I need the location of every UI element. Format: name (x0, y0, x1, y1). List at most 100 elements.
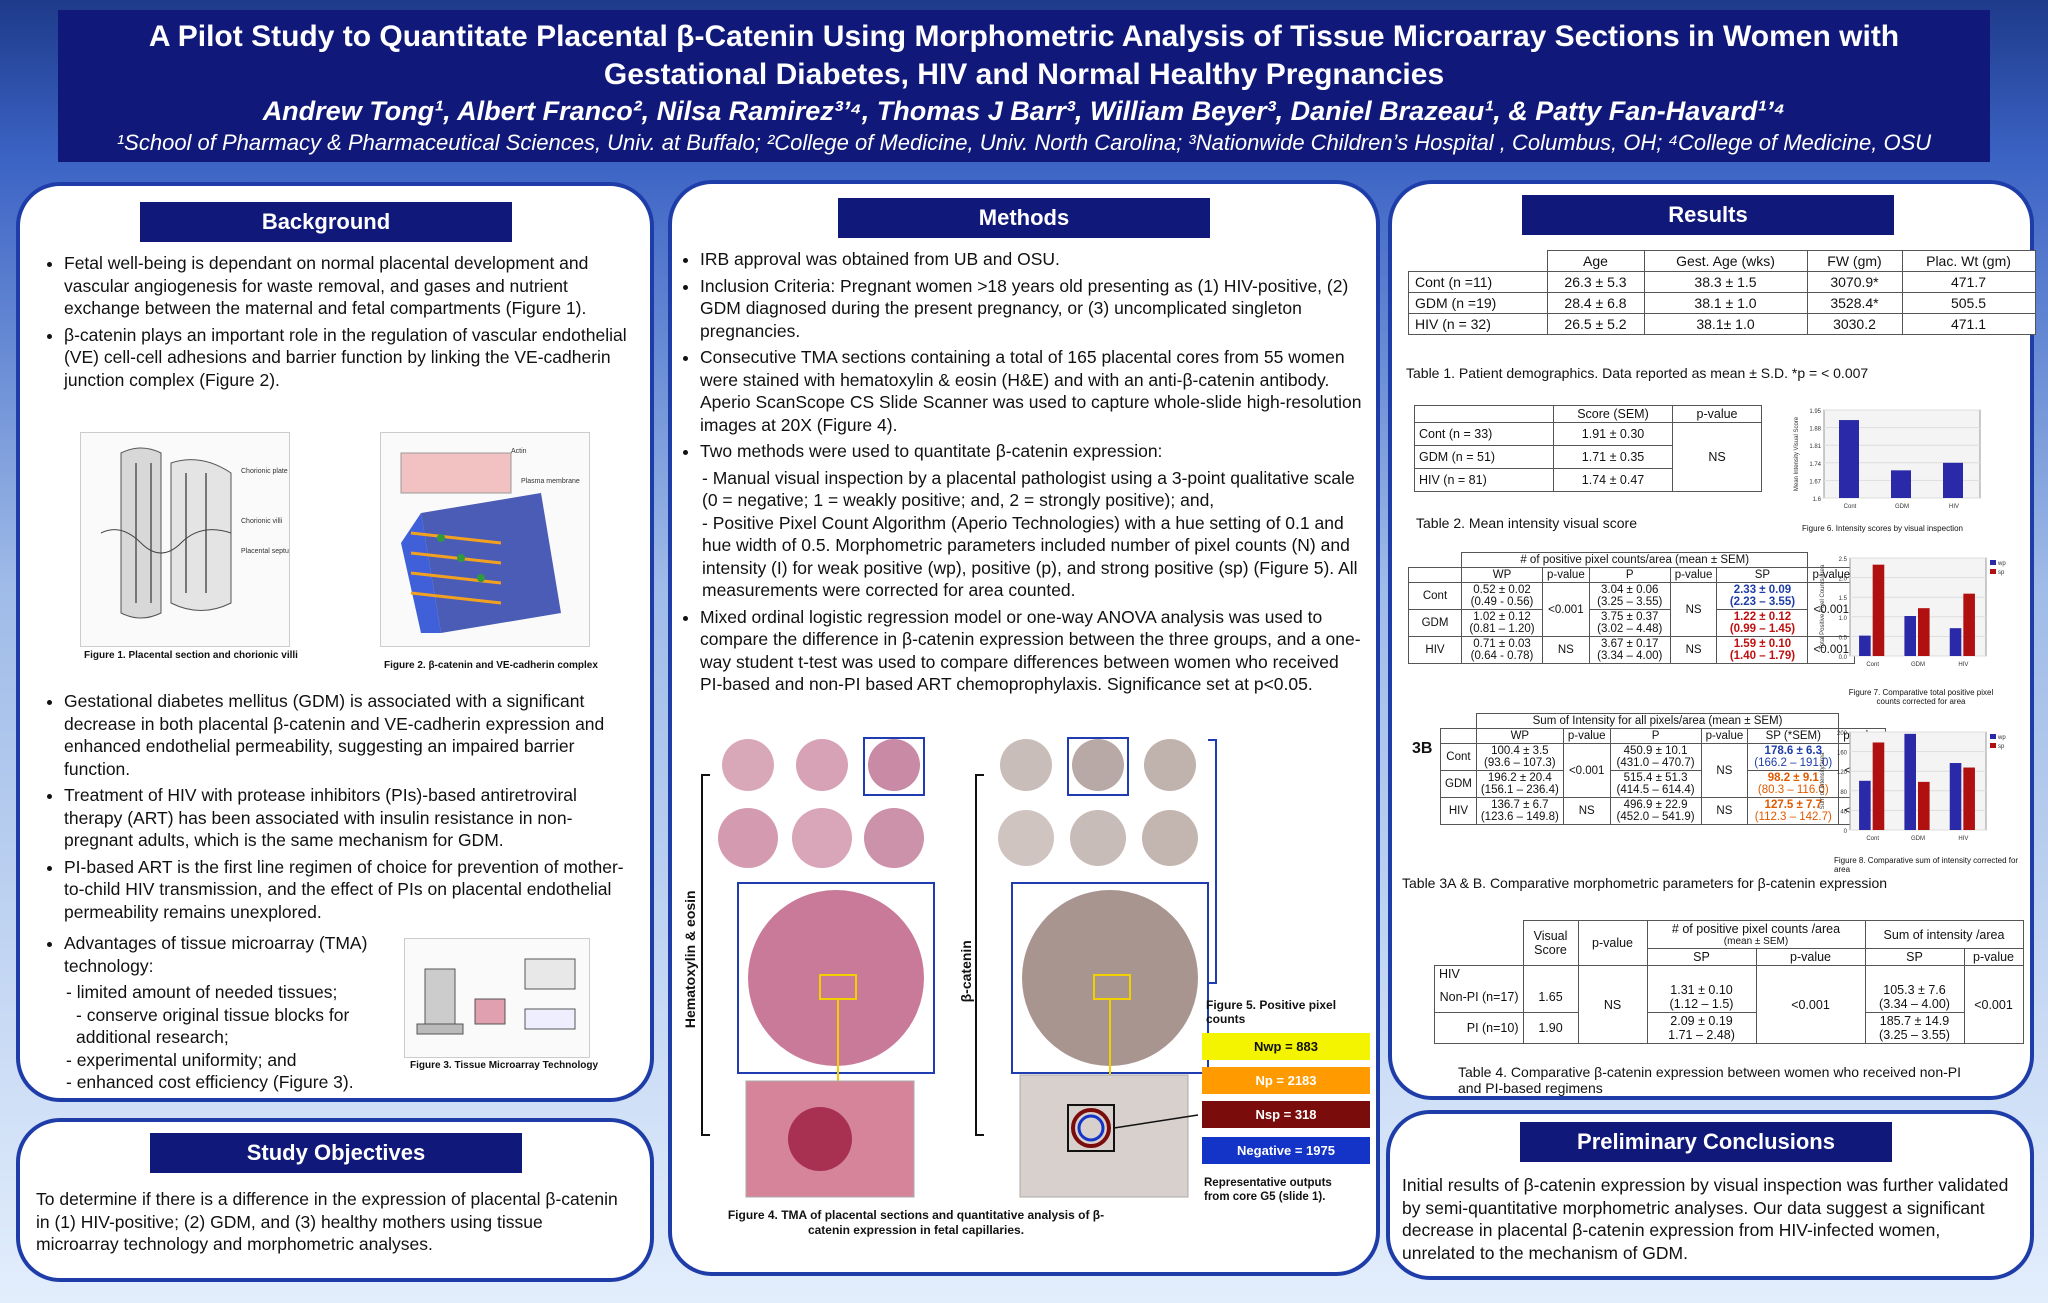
t3a-ci: (3.25 – 3.55) (1597, 596, 1663, 608)
table1-cell: HIV (n = 32) (1408, 313, 1548, 335)
y-tick-label: 0.5 (1839, 635, 1848, 641)
t3a-row-label: Cont (1408, 582, 1462, 610)
representative-output-note: Representative outputs from core G5 (sli… (1204, 1177, 1332, 1203)
x-tick-label: Cont (1866, 836, 1879, 842)
svg-text:Placental septum: Placental septum (241, 548, 290, 555)
x-tick-label: GDM (1911, 662, 1925, 668)
table1-corner (1409, 251, 1548, 272)
t3b-cell: 100.4 ± 3.5 (93.6 – 107.3) (1475, 743, 1564, 771)
y-tick-label: 1.88 (1809, 427, 1821, 433)
t3b-row-label: HIV (1440, 797, 1477, 825)
t3a-value: 0.52 ± 0.02 (1473, 584, 1531, 596)
legend-label-wp: wp (1997, 561, 2006, 567)
t4-sum: 185.7 ± 14.9 (3.25 – 3.55) (1864, 1012, 1965, 1044)
y-tick-label: 1.6 (1813, 497, 1822, 503)
bar-hiv-sp (1963, 767, 1975, 830)
bar-cont (1839, 420, 1859, 498)
figure1-placenta-illustration: Chorionic plate Chorionic villi Placenta… (80, 432, 290, 647)
tma-item: - enhanced cost efficiency (Figure 3). (66, 1072, 354, 1092)
t3b-cell: 178.6 ± 6.3 (166.2 – 191.0) (1747, 743, 1840, 771)
y-tick-label: 2.0 (1839, 577, 1848, 583)
table1-header: FW (gm) (1806, 250, 1903, 272)
t3b-ci: (80.3 – 116.0) (1757, 784, 1829, 796)
poster-title-line1: A Pilot Study to Quantitate Placental β-… (148, 20, 1900, 53)
y-axis-label: Mean Intensity Visual Score (1794, 416, 1800, 491)
t4-sp-ci: (1.12 – 1.5) (1669, 997, 1734, 1011)
t3b-value: 196.2 ± 20.4 (1487, 772, 1552, 784)
table1-cell: 3070.9* (1806, 271, 1903, 293)
table2-caption: Table 2. Mean intensity visual score (1416, 515, 1637, 531)
t3b-ci: (452.0 – 541.9) (1616, 811, 1695, 823)
t4-sp: 2.09 ± 0.19 1.71 – 2.48) (1646, 1012, 1757, 1044)
figure3-tma-illustration (404, 938, 590, 1058)
legend-swatch-sp (1990, 569, 1996, 574)
t4-sp-value: 2.09 ± 0.19 (1670, 1014, 1733, 1028)
pixel-count-nwp: Nwp = 883 (1202, 1033, 1370, 1060)
figure6-caption: Figure 6. Intensity scores by visual ins… (1802, 524, 1963, 533)
t3b-ci: (123.6 – 149.8) (1480, 811, 1559, 823)
table1-cell: 3030.2 (1806, 313, 1903, 335)
x-tick-label: Cont (1866, 662, 1879, 668)
y-tick-label: 1.74 (1809, 462, 1821, 468)
t3a-row-label: HIV (1408, 636, 1462, 664)
y-tick-label: 2.5 (1839, 557, 1848, 563)
t3a-cell: 2.33 ± 0.09 (2.23 – 3.55) (1716, 582, 1809, 610)
legend-swatch-sp (1990, 743, 1996, 748)
t4-sp-value: 1.31 ± 0.10 (1670, 983, 1733, 997)
t3a-cell: 1.02 ± 0.12 (0.81 – 1.20) (1461, 609, 1543, 637)
bar-gdm (1891, 470, 1911, 498)
t3a-cell: 3.75 ± 0.37 (3.02 – 4.48) (1588, 609, 1671, 637)
t4-h-sp: SP (1646, 948, 1757, 966)
background-bullets-top: Fetal well-being is dependant on normal … (48, 252, 628, 395)
y-tick-label: 1.95 (1809, 409, 1821, 415)
tma-drawing (416, 958, 576, 1035)
t3a-header: WP (1461, 567, 1543, 583)
methods-sub-1: - Manual visual inspection by a placenta… (702, 467, 1355, 511)
svg-text:Actin: Actin (511, 448, 527, 455)
bcat-tma-cores (975, 737, 1217, 1198)
pixel-count-np: Np = 2183 (1202, 1067, 1370, 1094)
t4-sum: 105.3 ± 7.6 (3.34 – 4.00) (1864, 982, 1965, 1013)
t4-sp: 1.31 ± 0.10 (1.12 – 1.5) (1646, 982, 1757, 1013)
y-tick-label: 1.5 (1839, 596, 1848, 602)
t3a-group-header: # of positive pixel counts/area (mean ± … (1460, 552, 1809, 568)
t3a-cell: 0.71 ± 0.03 (0.64 - 0.78) (1461, 636, 1543, 664)
poster-header: A Pilot Study to Quantitate Placental β-… (58, 10, 1990, 162)
t3b-p: <0.001 (1562, 743, 1611, 798)
bar-gdm-sp (1918, 781, 1930, 830)
t3b-cell: 496.9 ± 22.9 (452.0 – 541.9) (1609, 797, 1702, 825)
t3b-ci: (93.6 – 107.3) (1484, 757, 1556, 769)
bar-cont-sp (1872, 742, 1885, 830)
table1-cell: GDM (n =19) (1408, 292, 1548, 314)
table1-demographics: Age Gest. Age (wks) FW (gm) Plac. Wt (gm… (1408, 250, 2036, 335)
t3b-value: 515.4 ± 51.3 (1623, 772, 1688, 784)
placenta-drawing: Chorionic plate Chorionic villi Placenta… (100, 447, 290, 619)
table2-cell: 1.71 ± 0.35 (1553, 445, 1673, 469)
figure2-catenin-complex: Actin Plasma membrane (380, 432, 590, 647)
background-bullet-5: PI-based ART is the first line regimen o… (64, 856, 628, 924)
y-tick-label: 160 (1837, 751, 1848, 757)
t3a-p: NS (1669, 636, 1718, 664)
t3a-cell: 1.22 ± 0.12 (0.99 – 1.45) (1716, 609, 1809, 637)
table1-caption: Table 1. Patient demographics. Data repo… (1406, 365, 1869, 381)
t3a-ci: (0.81 – 1.20) (1469, 623, 1535, 635)
table1-cell: 471.1 (1901, 313, 2036, 335)
table2-cell: 1.74 ± 0.47 (1553, 468, 1673, 492)
t3a-ci: (3.34 – 4.00) (1597, 650, 1663, 662)
results-title: Results (1522, 195, 1894, 235)
table4-caption: Table 4. Comparative β-catenin expressio… (1458, 1064, 1961, 1096)
t4-row-label: PI (n=10) (1434, 1012, 1524, 1044)
t4-h-counts: # of positive pixel counts /area (mean ± … (1646, 920, 1866, 949)
methods-bullet-5: Mixed ordinal logistic regression model … (700, 606, 1364, 696)
t3a-row-label: GDM (1408, 609, 1462, 637)
y-tick-label: 120 (1837, 770, 1848, 776)
table2-corner (1414, 405, 1554, 423)
table1-cell: 28.4 ± 6.8 (1546, 292, 1645, 314)
tma-item: - conserve original tissue blocks for ad… (76, 1004, 350, 1048)
t3b-value: 98.2 ± 9.1 (1767, 772, 1819, 784)
tma-advantages: Advantages of tissue microarray (TMA) te… (48, 932, 388, 1094)
t3a-header: SP (1716, 567, 1809, 583)
table2-header: Score (SEM) (1553, 405, 1673, 423)
t3a-value: 0.71 ± 0.03 (1473, 638, 1531, 650)
svg-text:Chorionic plate: Chorionic plate (241, 468, 288, 475)
